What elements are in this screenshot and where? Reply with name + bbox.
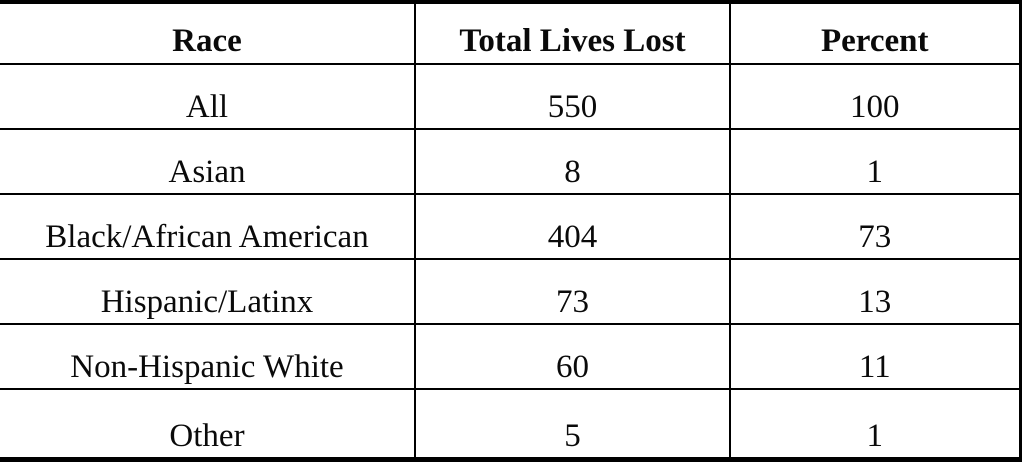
header-row: Race Total Lives Lost Percent bbox=[0, 0, 1022, 65]
column-header-total-lives-lost: Total Lives Lost bbox=[414, 0, 731, 65]
cell-race: Hispanic/Latinx bbox=[0, 258, 416, 325]
cell-total-lives-lost: 5 bbox=[414, 388, 731, 462]
cell-total-lives-lost: 404 bbox=[414, 193, 731, 260]
cell-percent: 1 bbox=[729, 128, 1022, 195]
table-row-non-hispanic-white: Non-Hispanic White 60 11 bbox=[0, 323, 1022, 390]
cell-percent: 100 bbox=[729, 63, 1022, 130]
table-row-hispanic-latinx: Hispanic/Latinx 73 13 bbox=[0, 258, 1022, 325]
cell-percent: 11 bbox=[729, 323, 1022, 390]
cell-race: All bbox=[0, 63, 416, 130]
cell-total-lives-lost: 73 bbox=[414, 258, 731, 325]
column-header-race: Race bbox=[0, 0, 416, 65]
table-row-black-african-american: Black/African American 404 73 bbox=[0, 193, 1022, 260]
cell-percent: 1 bbox=[729, 388, 1022, 462]
column-header-percent: Percent bbox=[729, 0, 1022, 65]
cell-race: Asian bbox=[0, 128, 416, 195]
table-row-all: All 550 100 bbox=[0, 63, 1022, 130]
cell-total-lives-lost: 60 bbox=[414, 323, 731, 390]
cell-total-lives-lost: 8 bbox=[414, 128, 731, 195]
table-row-asian: Asian 8 1 bbox=[0, 128, 1022, 195]
cell-total-lives-lost: 550 bbox=[414, 63, 731, 130]
cell-percent: 13 bbox=[729, 258, 1022, 325]
cell-race: Black/African American bbox=[0, 193, 416, 260]
cell-race: Other bbox=[0, 388, 416, 462]
cell-percent: 73 bbox=[729, 193, 1022, 260]
cell-race: Non-Hispanic White bbox=[0, 323, 416, 390]
table-row-other: Other 5 1 bbox=[0, 388, 1022, 462]
